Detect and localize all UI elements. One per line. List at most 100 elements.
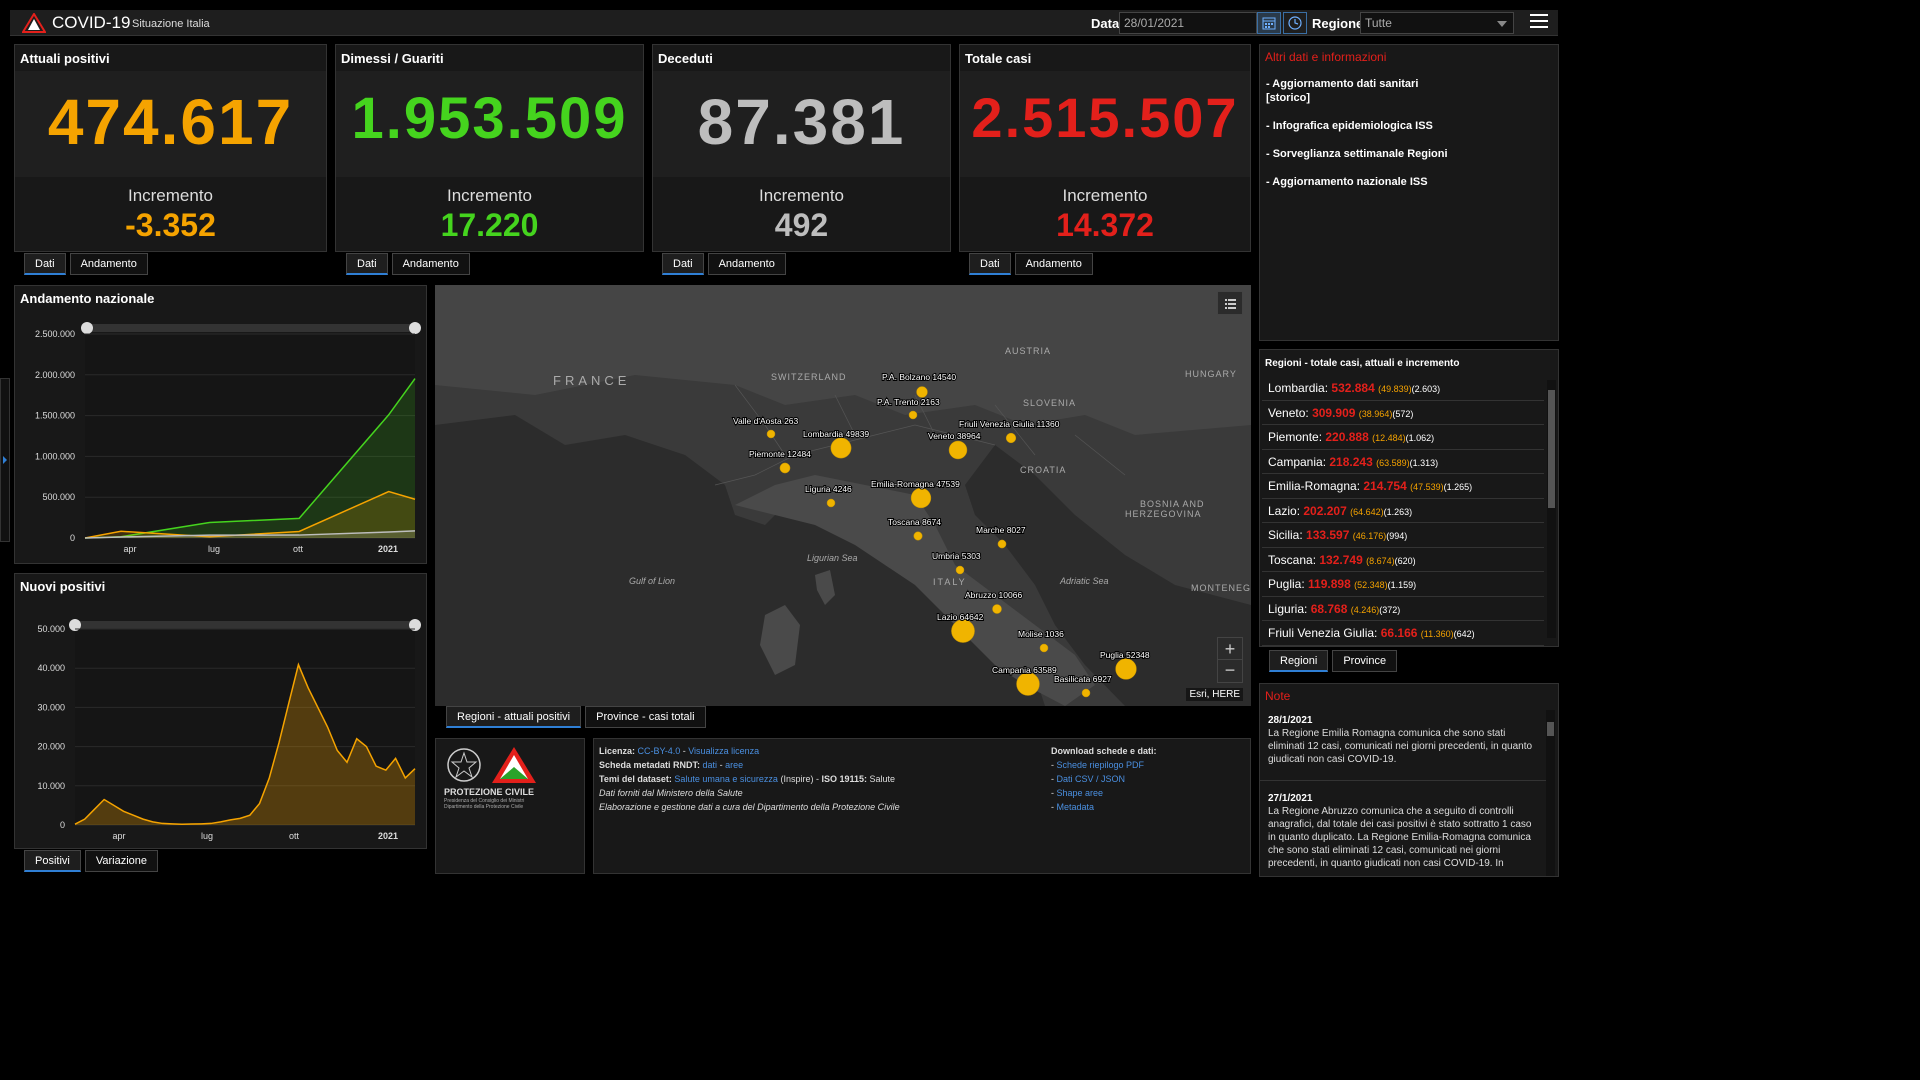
region-attuali: (63.589) — [1376, 457, 1410, 468]
tab-dati[interactable]: Dati — [662, 253, 704, 275]
y-tick-label: 0 — [70, 533, 75, 543]
kpi-top-area — [653, 71, 950, 177]
tab-andamento[interactable]: Andamento — [707, 253, 786, 275]
tab-andamento[interactable]: Andamento — [391, 253, 470, 275]
download-link[interactable]: Dati CSV / JSON — [1056, 774, 1126, 784]
tab-positivi[interactable]: Positivi — [24, 850, 81, 872]
tab-regioni[interactable]: Regioni — [1269, 650, 1329, 672]
kpi-tabs: Dati Andamento — [346, 253, 470, 275]
scrollbar[interactable] — [1546, 710, 1555, 876]
rndt-dati-link[interactable]: dati — [702, 760, 718, 770]
legend-list-icon[interactable] — [1217, 291, 1243, 315]
map-point-label: Friuli Venezia Giulia 11360 — [959, 419, 1060, 429]
kpi-tabs: Dati Andamento — [662, 253, 786, 275]
download-link[interactable]: Metadata — [1056, 802, 1095, 812]
regions-tabs: Regioni Province — [1269, 650, 1398, 672]
temi-link[interactable]: Salute umana e sicurezza — [674, 774, 778, 784]
kpi-value: 474.617 — [47, 86, 294, 158]
zoom-out-icon[interactable]: − — [1224, 660, 1236, 680]
new-positives-title: Nuovi positivi — [20, 579, 106, 594]
scrollbar-thumb[interactable] — [1547, 722, 1554, 736]
footer-logo-sub: Dipartimento della Protezione Civile — [444, 804, 524, 810]
map-view[interactable]: FRANCE SWITZERLAND AUSTRIA HUNGARY SLOVENIA C… — [435, 285, 1251, 706]
region-row[interactable]: Veneto: 309.909 (38.964)(572) — [1262, 401, 1544, 425]
info-link[interactable]: - Sorveglianza settimanale Regioni — [1266, 148, 1448, 160]
tab-regioni-attuali[interactable]: Regioni - attuali positivi — [446, 706, 582, 728]
info-panel: Altri dati e informazioni - Aggiornament… — [1259, 44, 1559, 341]
tab-province-casi[interactable]: Province - casi totali — [585, 706, 706, 728]
national-chart: 2.500.000 2.000.000 1.500.000 1.000.000 500.… — [35, 322, 421, 554]
chevron-right-icon — [3, 456, 7, 464]
note-date: 28/1/2021 — [1268, 715, 1313, 726]
protezione-civile-icon — [492, 747, 536, 783]
x-tick-label: lug — [208, 544, 220, 554]
region-row[interactable]: Friuli Venezia Giulia: 66.166 (11.360)(6… — [1262, 621, 1544, 646]
kpi-tabs: Dati Andamento — [24, 253, 148, 275]
tab-andamento[interactable]: Andamento — [1014, 253, 1093, 275]
region-name: Veneto: — [1268, 405, 1309, 420]
rndt-aree-link[interactable]: aree — [725, 760, 744, 770]
region-row[interactable]: Puglia: 119.898 (52.348)(1.159) — [1262, 572, 1544, 597]
x-tick-label: 2021 — [378, 831, 398, 841]
info-link[interactable]: - Infografica epidemiologica ISS — [1266, 120, 1433, 132]
licenza-link[interactable]: CC-BY-4.0 — [637, 746, 681, 756]
map-point-label: Lombardia 49839 — [803, 429, 869, 439]
region-row[interactable]: Toscana: 132.749 (8.674)(620) — [1262, 548, 1544, 572]
map-point-label: Basilicata 6927 — [1054, 674, 1112, 684]
map-attribution[interactable]: Esri, HERE — [1186, 688, 1243, 701]
region-increment: (1.265) — [1443, 482, 1473, 492]
tab-dati[interactable]: Dati — [969, 253, 1011, 275]
x-tick-label: ott — [289, 831, 300, 841]
tab-province[interactable]: Province — [1332, 650, 1398, 672]
kpi-dimessi-guariti: Dimessi / Guariti 1.953.509 Incremento 1… — [335, 44, 644, 252]
calendar-icon[interactable] — [1257, 12, 1281, 34]
info-link[interactable]: - Aggiornamento nazionale ISS — [1266, 176, 1428, 188]
scrollbar[interactable] — [1547, 380, 1556, 638]
new-positives-tabs: Positivi Variazione — [24, 850, 159, 872]
region-row[interactable]: Lazio: 202.207 (64.642)(1.263) — [1262, 499, 1544, 523]
kpi-title: Totale casi — [965, 51, 1032, 66]
tab-dati[interactable]: Dati — [346, 253, 388, 275]
region-row[interactable]: Sicilia: 133.597 (46.176)(994) — [1262, 523, 1544, 548]
tab-dati[interactable]: Dati — [24, 253, 66, 275]
region-row[interactable]: Lombardia: 532.884 (49.839)(2.603) — [1262, 376, 1544, 401]
map-place-label: SLOVENIA — [1023, 398, 1077, 408]
kpi-title: Deceduti — [658, 51, 713, 66]
region-increment: (1.159) — [1387, 580, 1417, 590]
download-link[interactable]: Shape aree — [1056, 788, 1104, 798]
region-name: Emilia-Romagna: — [1268, 479, 1361, 493]
side-panel-toggle[interactable] — [0, 378, 10, 542]
app-title: COVID-19 — [52, 13, 131, 32]
map-point-label: Piemonte 12484 — [749, 449, 811, 459]
download-link[interactable]: Schede riepilogo PDF — [1056, 760, 1145, 770]
info-link[interactable]: - Aggiornamento dati sanitari [storico] — [1266, 78, 1419, 104]
x-tick-label: apr — [123, 544, 136, 554]
region-row[interactable]: Piemonte: 220.888 (12.484)(1.062) — [1262, 425, 1544, 450]
region-row[interactable]: Liguria: 68.768 (4.246)(372) — [1262, 597, 1544, 621]
region-increment: (572) — [1392, 408, 1414, 419]
zoom-in-icon[interactable]: + — [1218, 638, 1242, 660]
regions-panel: Regioni - totale casi, attuali e increme… — [1259, 349, 1559, 647]
kpi-increment: 14.372 — [1056, 207, 1154, 243]
region-increment: (1.062) — [1405, 433, 1435, 443]
region-row[interactable]: Emilia-Romagna: 214.754 (47.539)(1.265) — [1262, 474, 1544, 499]
clock-icon[interactable] — [1283, 12, 1307, 34]
note-item: 28/1/2021 La Regione Emilia Romagna comu… — [1268, 714, 1542, 766]
map-point — [955, 565, 965, 575]
kpi-increment-label: Incremento — [1062, 186, 1148, 205]
region-total: 119.898 — [1308, 577, 1351, 591]
tab-variazione[interactable]: Variazione — [84, 850, 159, 872]
map-point-label: Veneto 38964 — [928, 431, 981, 441]
region-row[interactable]: Campania: 218.243 (63.589)(1.313) — [1262, 450, 1544, 474]
hamburger-menu-icon[interactable] — [1530, 14, 1548, 30]
visualizza-licenza-link[interactable]: Visualizza licenza — [688, 746, 760, 756]
map-point — [908, 410, 918, 420]
region-total: 202.207 — [1303, 503, 1347, 518]
date-input[interactable]: 28/01/2021 — [1119, 12, 1257, 34]
region-select[interactable]: Tutte — [1360, 12, 1514, 34]
map-point-label: Toscana 8674 — [888, 517, 941, 527]
map-point-label: Liguria 4246 — [805, 484, 852, 494]
scrollbar-thumb[interactable] — [1548, 390, 1555, 508]
tab-andamento[interactable]: Andamento — [69, 253, 148, 275]
new-positives-chart: 50.000 40.000 30.000 20.000 10.000 0 apr lug ott… — [37, 619, 421, 841]
